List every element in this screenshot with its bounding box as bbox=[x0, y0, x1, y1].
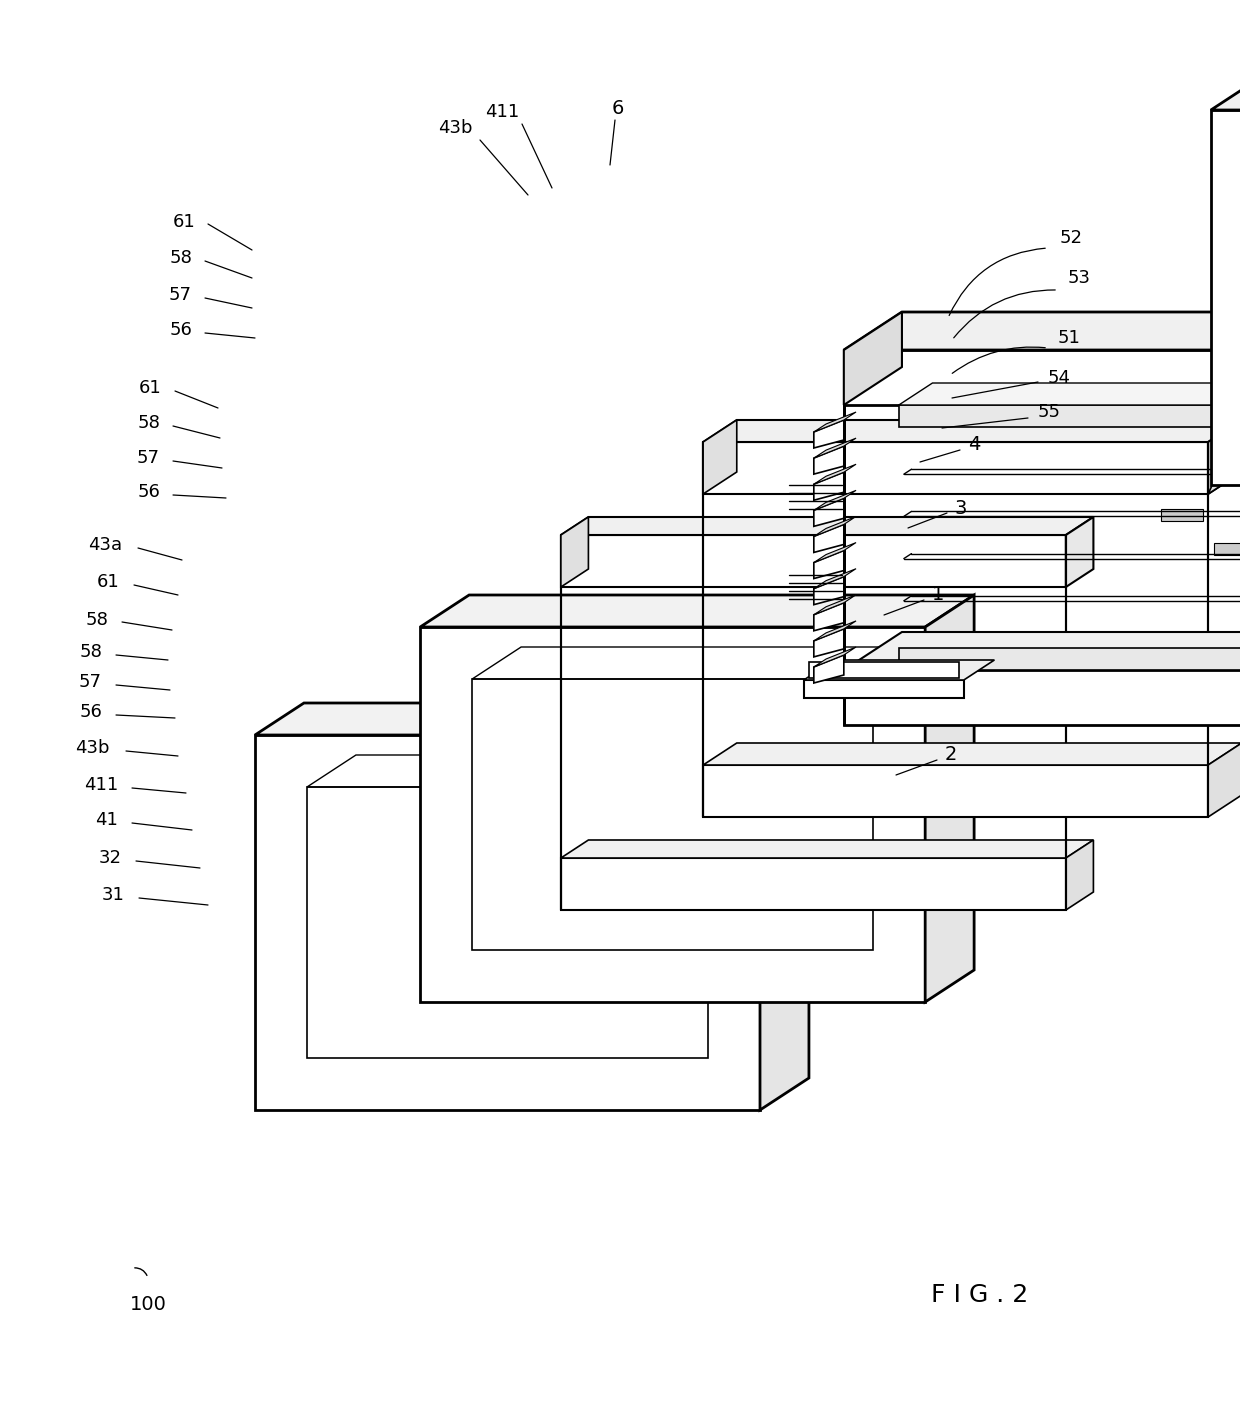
Polygon shape bbox=[813, 621, 856, 640]
Text: 58: 58 bbox=[138, 415, 160, 432]
Polygon shape bbox=[420, 595, 975, 628]
Polygon shape bbox=[813, 464, 856, 484]
Polygon shape bbox=[560, 841, 1094, 858]
Text: 57: 57 bbox=[169, 285, 192, 304]
Polygon shape bbox=[1211, 88, 1240, 109]
Text: 1: 1 bbox=[932, 585, 945, 605]
Text: 3: 3 bbox=[955, 498, 967, 517]
Polygon shape bbox=[813, 439, 856, 459]
Polygon shape bbox=[813, 490, 856, 510]
Polygon shape bbox=[1208, 420, 1240, 494]
Polygon shape bbox=[420, 628, 925, 1003]
Polygon shape bbox=[1208, 743, 1240, 816]
Polygon shape bbox=[813, 602, 844, 630]
Polygon shape bbox=[1066, 517, 1094, 586]
Text: 57: 57 bbox=[136, 449, 160, 467]
Polygon shape bbox=[808, 662, 959, 677]
Polygon shape bbox=[899, 405, 1240, 427]
Text: 43b: 43b bbox=[438, 119, 472, 136]
Text: 41: 41 bbox=[95, 811, 118, 829]
Polygon shape bbox=[813, 524, 844, 552]
Polygon shape bbox=[813, 473, 844, 500]
Polygon shape bbox=[844, 312, 901, 405]
Text: 58: 58 bbox=[79, 643, 102, 660]
Text: 31: 31 bbox=[102, 886, 125, 905]
Polygon shape bbox=[560, 517, 589, 586]
Text: 55: 55 bbox=[1038, 403, 1061, 420]
Polygon shape bbox=[703, 743, 1240, 765]
Polygon shape bbox=[813, 655, 844, 683]
Polygon shape bbox=[1208, 420, 1240, 494]
Polygon shape bbox=[844, 670, 1240, 726]
Polygon shape bbox=[899, 648, 1240, 670]
Text: 51: 51 bbox=[1058, 329, 1081, 346]
Text: 58: 58 bbox=[86, 611, 108, 629]
Polygon shape bbox=[560, 535, 1066, 586]
Text: 56: 56 bbox=[138, 483, 160, 501]
Polygon shape bbox=[1066, 841, 1094, 910]
Polygon shape bbox=[560, 858, 1066, 910]
Polygon shape bbox=[760, 703, 808, 1110]
Text: 57: 57 bbox=[79, 673, 102, 692]
Polygon shape bbox=[844, 312, 1240, 349]
Text: 2: 2 bbox=[945, 746, 957, 764]
Polygon shape bbox=[804, 660, 994, 680]
Text: 43a: 43a bbox=[88, 535, 122, 554]
Text: 100: 100 bbox=[129, 1295, 166, 1315]
Polygon shape bbox=[844, 632, 1240, 670]
Text: 61: 61 bbox=[139, 379, 162, 398]
Text: 54: 54 bbox=[1048, 369, 1071, 388]
Text: 52: 52 bbox=[1060, 229, 1083, 247]
Polygon shape bbox=[804, 680, 963, 699]
Polygon shape bbox=[813, 498, 844, 527]
Polygon shape bbox=[813, 542, 856, 562]
Polygon shape bbox=[813, 629, 844, 657]
Text: 4: 4 bbox=[968, 436, 981, 454]
Text: 411: 411 bbox=[84, 775, 118, 794]
Polygon shape bbox=[1211, 109, 1240, 486]
Polygon shape bbox=[899, 383, 1240, 405]
Polygon shape bbox=[255, 703, 808, 736]
Polygon shape bbox=[703, 420, 1240, 442]
Polygon shape bbox=[813, 551, 844, 578]
Polygon shape bbox=[560, 517, 1094, 535]
Polygon shape bbox=[1161, 508, 1203, 521]
Text: 61: 61 bbox=[97, 574, 120, 591]
Text: F I G . 2: F I G . 2 bbox=[931, 1284, 1029, 1306]
Polygon shape bbox=[813, 648, 856, 667]
Text: 56: 56 bbox=[169, 321, 192, 339]
Text: 6: 6 bbox=[611, 98, 624, 118]
Text: 32: 32 bbox=[99, 849, 122, 868]
Polygon shape bbox=[1214, 544, 1240, 555]
Polygon shape bbox=[703, 442, 1208, 494]
Polygon shape bbox=[813, 420, 844, 447]
Polygon shape bbox=[813, 517, 856, 537]
Polygon shape bbox=[813, 446, 844, 474]
Polygon shape bbox=[813, 568, 856, 589]
Polygon shape bbox=[703, 765, 1208, 816]
Polygon shape bbox=[813, 412, 856, 432]
Text: 411: 411 bbox=[485, 104, 520, 121]
Text: 43b: 43b bbox=[76, 738, 110, 757]
Polygon shape bbox=[844, 349, 1240, 405]
Polygon shape bbox=[925, 595, 975, 1003]
Text: 53: 53 bbox=[1068, 268, 1091, 287]
Text: 61: 61 bbox=[172, 213, 195, 231]
Text: 58: 58 bbox=[169, 248, 192, 267]
Polygon shape bbox=[703, 420, 737, 494]
Polygon shape bbox=[255, 736, 760, 1110]
Polygon shape bbox=[813, 595, 856, 615]
Text: 56: 56 bbox=[79, 703, 102, 721]
Polygon shape bbox=[813, 577, 844, 605]
